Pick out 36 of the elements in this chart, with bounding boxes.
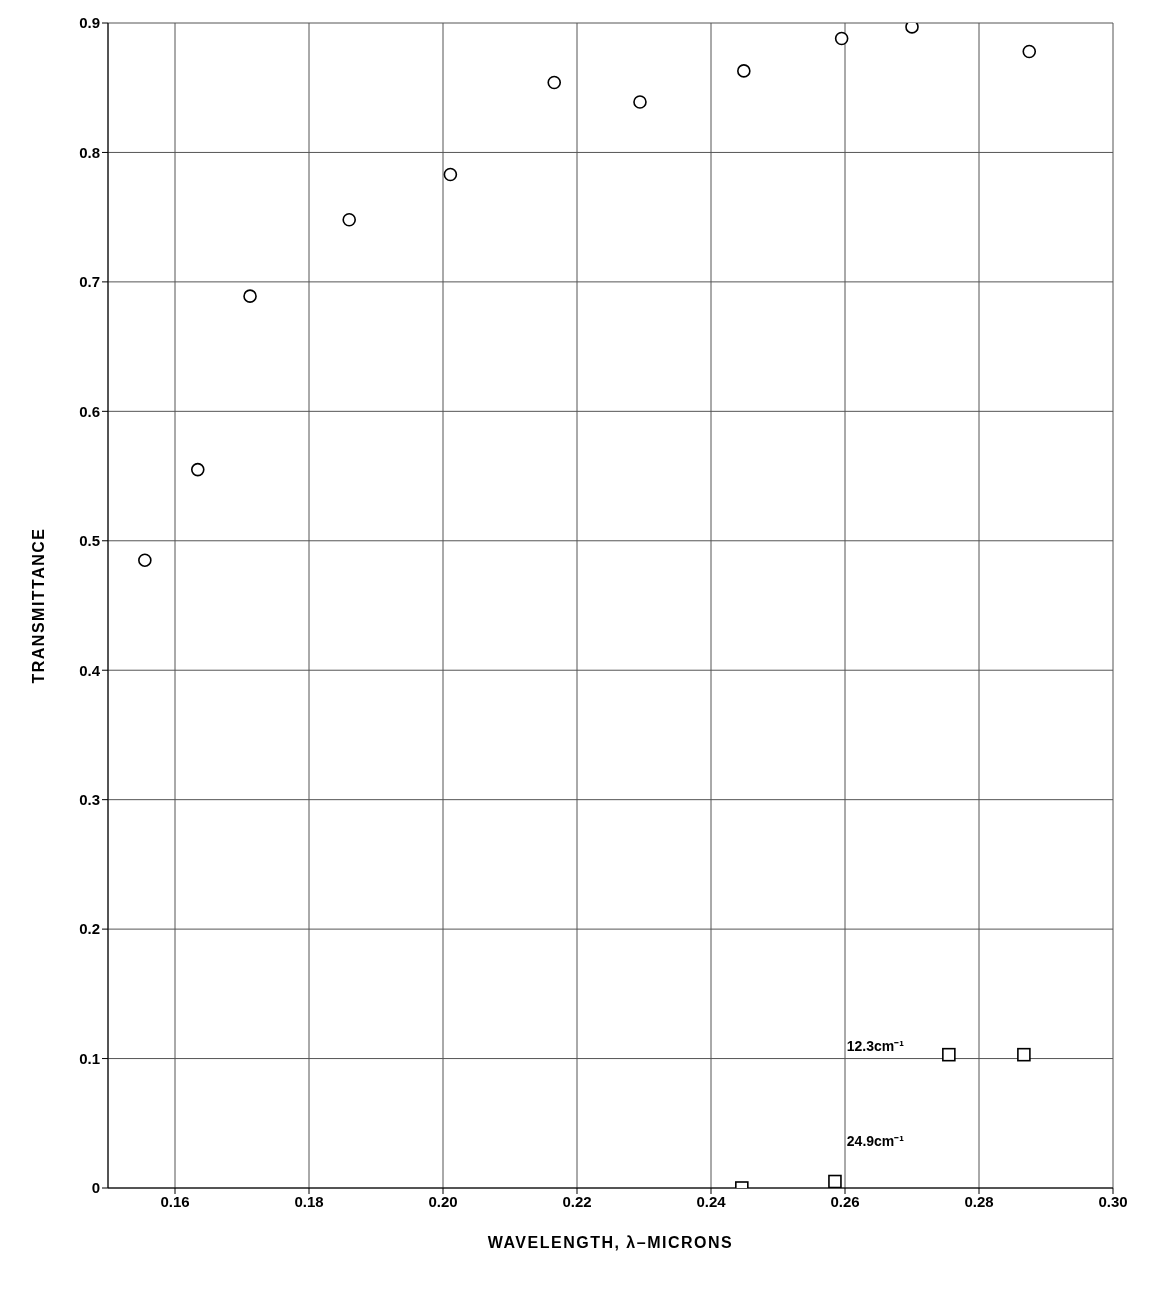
y-tick-label: 0.8 <box>79 143 100 161</box>
x-tick-label: 0.26 <box>830 1192 860 1210</box>
x-tick-label: 0.28 <box>964 1192 994 1210</box>
point <box>1022 44 1037 59</box>
point <box>942 1047 956 1062</box>
x-tick-label: 0.20 <box>428 1192 458 1210</box>
point <box>737 64 751 78</box>
point <box>828 1174 842 1188</box>
y-tick-label: 0.5 <box>79 532 100 550</box>
x-tick-label: 0.18 <box>294 1192 324 1210</box>
y-tick-label: 0 <box>91 1179 100 1197</box>
point <box>633 95 647 109</box>
y-tick-label: 0.1 <box>79 1049 100 1067</box>
y-tick-label: 0.7 <box>79 273 100 291</box>
point <box>1017 1047 1031 1062</box>
x-tick-label: 0.24 <box>696 1192 727 1210</box>
x-axis-title: WAVELENGTH, λ–MICRONS <box>487 1234 734 1251</box>
text: 12.3cm⁻¹ <box>846 1037 905 1054</box>
y-tick-label: 0.3 <box>79 790 100 808</box>
x-tick-label: 0.22 <box>562 1192 592 1210</box>
y-tick-label: 0.9 <box>79 14 100 32</box>
y-tick-label: 0.6 <box>79 402 100 420</box>
point <box>443 167 458 182</box>
series-label: 24.9cm⁻¹ <box>846 1133 905 1149</box>
point <box>243 289 257 303</box>
point <box>834 31 849 46</box>
point <box>547 75 562 90</box>
y-tick-label: 0.4 <box>79 661 101 679</box>
x-tick-label: 0.16 <box>160 1192 190 1210</box>
y-tick-label: 0.2 <box>79 920 100 938</box>
point <box>190 462 205 477</box>
point <box>138 553 152 567</box>
y-axis-title: TRANSMITTANCE <box>29 527 47 684</box>
point <box>905 23 919 34</box>
point <box>342 212 356 227</box>
x-tick-label: 0.30 <box>1098 1192 1128 1210</box>
